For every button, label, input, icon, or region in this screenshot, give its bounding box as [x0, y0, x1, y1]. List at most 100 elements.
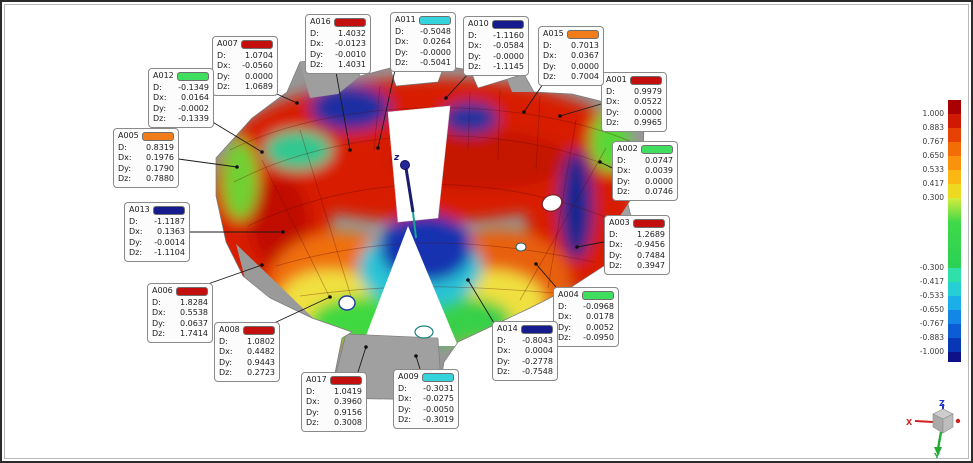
annotation-header: A005 [118, 131, 174, 142]
annotation-row-dy: Dy: -0.0050 [398, 405, 454, 416]
field-label: Dx: [152, 308, 166, 317]
annotation-row-dx: Dx: 0.0522 [606, 97, 662, 108]
annotation-row-dz: Dz: 1.7414 [152, 329, 208, 340]
annotation-A008[interactable]: A008 D: 1.0802 Dx: 0.4482 Dy: 0.9443 Dz: 0.2723 [214, 322, 280, 382]
annotation-A001[interactable]: A001 D: 0.9979 Dx: 0.0522 Dy: 0.0000 Dz: 0.9965 [601, 72, 667, 132]
color-scale-segment [948, 170, 961, 184]
annotation-A005[interactable]: A005 D: 0.8319 Dx: 0.1976 Dy: 0.1790 Dz: 0.7880 [113, 128, 179, 188]
color-scale-tick-label: -0.300 [919, 263, 944, 272]
annotation-row-d: D: 1.0704 [217, 51, 273, 62]
field-value: -0.0123 [335, 39, 366, 48]
annotation-A016[interactable]: A016 D: 1.4032 Dx: -0.0123 Dy: -0.0010 Dz: 1.403… [305, 14, 371, 74]
annotation-id: A004 [558, 290, 579, 299]
field-value: 0.9156 [334, 407, 362, 417]
color-scale-tick-label: 0.767 [922, 137, 944, 146]
field-value: -0.0950 [583, 333, 614, 342]
annotation-A002[interactable]: A002 D: 0.0747 Dx: 0.0039 Dy: 0.0000 Dz: 0.0746 [612, 141, 678, 201]
field-value: 0.8319 [146, 142, 174, 152]
color-scale-segment [948, 324, 961, 338]
annotation-row-dx: Dx: 0.5538 [152, 308, 208, 319]
center-cutout [387, 105, 451, 223]
annotation-row-dz: Dz: -0.7548 [497, 367, 553, 378]
field-value: -0.0010 [335, 49, 366, 59]
annotation-A003[interactable]: A003 D: 1.2689 Dx: -0.9456 Dy: 0.7484 Dz: 0.3947 [604, 215, 670, 275]
field-label: Dz: [558, 333, 572, 342]
field-label: Dx: [609, 240, 623, 249]
color-scale-tick-label: 0.650 [922, 151, 944, 160]
field-value: -0.7548 [522, 367, 553, 376]
annotation-row-d: D: 1.8284 [152, 298, 208, 309]
field-value: 0.0522 [634, 97, 662, 106]
annotation-color-swatch [491, 19, 524, 29]
orientation-triad[interactable]: X Z Y [905, 398, 973, 460]
annotation-row-d: D: 1.0419 [306, 387, 362, 398]
annotation-header: A009 [398, 372, 454, 383]
annotation-row-d: D: -0.3031 [398, 384, 454, 395]
annotation-row-dy: Dy: -0.0000 [468, 52, 524, 63]
annotation-row-dx: Dx: -0.0123 [310, 39, 366, 50]
field-label: Dy: [306, 407, 320, 417]
annotation-row-d: D: -1.1160 [468, 31, 524, 42]
annotation-row-dy: Dy: 0.0637 [152, 319, 208, 330]
triad-x-tip [955, 418, 961, 424]
field-value: -0.0584 [493, 41, 524, 50]
annotation-row-dz: Dz: 0.2723 [219, 368, 275, 379]
annotation-color-swatch [329, 375, 362, 385]
color-scale-tick-label: -1.000 [919, 347, 944, 356]
annotation-row-dy: Dy: 0.9443 [219, 358, 275, 369]
annotation-A006[interactable]: A006 D: 1.8284 Dx: 0.5538 Dy: 0.0637 Dz: 1.7414 [147, 283, 213, 343]
annotation-header: A017 [306, 375, 362, 386]
field-label: D: [497, 335, 506, 345]
annotation-A014[interactable]: A014 D: -0.8043 Dx: 0.0004 Dy: -0.2778 Dz: -0.75… [492, 321, 558, 381]
field-value: 1.7414 [180, 329, 208, 338]
annotation-row-dy: Dy: 0.7484 [609, 251, 665, 262]
color-scale-segment [948, 310, 961, 324]
annotation-row-dx: Dx: 0.3960 [306, 397, 362, 408]
field-value: 1.8284 [180, 297, 208, 307]
annotation-row-dx: Dx: 0.0264 [395, 37, 451, 48]
field-label: Dx: [306, 397, 320, 406]
field-label: Dx: [118, 153, 132, 162]
annotation-color-swatch [418, 15, 451, 25]
color-scale-tick-label: -0.533 [919, 291, 944, 300]
annotation-A007[interactable]: A007 D: 1.0704 Dx: -0.0560 Dy: 0.0000 Dz: 1.0689 [212, 36, 278, 96]
color-scale-segment [948, 198, 961, 268]
field-label: D: [617, 155, 626, 165]
annotation-id: A003 [609, 218, 630, 227]
field-label: Dx: [497, 346, 511, 355]
annotation-A009[interactable]: A009 D: -0.3031 Dx: -0.0275 Dy: -0.0050 Dz: -0.3… [393, 369, 459, 429]
annotation-row-d: D: 1.2689 [609, 230, 665, 241]
field-label: Dz: [606, 118, 620, 127]
field-value: 0.3960 [334, 397, 362, 406]
annotation-A015[interactable]: A015 D: 0.7013 Dx: 0.0367 Dy: 0.0000 Dz: 0.7004 [538, 26, 604, 86]
annotation-A011[interactable]: A011 D: -0.5048 Dx: 0.0264 Dy: -0.0000 Dz: -0.50… [390, 12, 456, 72]
color-scale-tick-label: -0.650 [919, 305, 944, 314]
annotation-row-dx: Dx: -0.0584 [468, 41, 524, 52]
field-value: 0.9979 [634, 86, 662, 96]
annotation-row-dy: Dy: -0.2778 [497, 357, 553, 368]
field-value: -0.5041 [420, 58, 451, 67]
annotation-id: A012 [153, 71, 174, 80]
field-value: 0.7484 [637, 250, 665, 260]
annotation-id: A017 [306, 375, 327, 384]
annotation-row-d: D: 1.4032 [310, 29, 366, 40]
annotation-A004[interactable]: A004 D: -0.0968 Dx: 0.0178 Dy: 0.0052 Dz: -0.095… [553, 287, 619, 347]
annotation-row-dy: Dy: 0.9156 [306, 408, 362, 419]
field-value: 0.0164 [181, 93, 209, 102]
triad-y-axis [936, 431, 943, 450]
annotation-A012[interactable]: A012 D: -0.1349 Dx: 0.0164 Dy: -0.0002 Dz: -0.13… [148, 68, 214, 128]
field-label: Dx: [395, 37, 409, 46]
field-label: Dy: [217, 71, 231, 81]
field-value: 1.0802 [247, 336, 275, 346]
annotation-header: A010 [468, 19, 524, 30]
annotation-A017[interactable]: A017 D: 1.0419 Dx: 0.3960 Dy: 0.9156 Dz: 0.3008 [301, 372, 367, 432]
field-label: Dz: [609, 261, 623, 270]
annotation-A013[interactable]: A013 D: -1.1187 Dx: 0.1363 Dy: -0.0014 Dz: -1.11… [124, 202, 190, 262]
field-value: 0.0000 [634, 107, 662, 117]
field-value: -0.0002 [178, 103, 209, 113]
annotation-A010[interactable]: A010 D: -1.1160 Dx: -0.0584 Dy: -0.0000 Dz: -1.1… [463, 16, 529, 76]
field-label: Dz: [543, 72, 557, 81]
field-label: Dy: [395, 47, 409, 57]
annotation-row-dz: Dz: -1.1145 [468, 62, 524, 73]
annotation-header: A011 [395, 15, 451, 26]
